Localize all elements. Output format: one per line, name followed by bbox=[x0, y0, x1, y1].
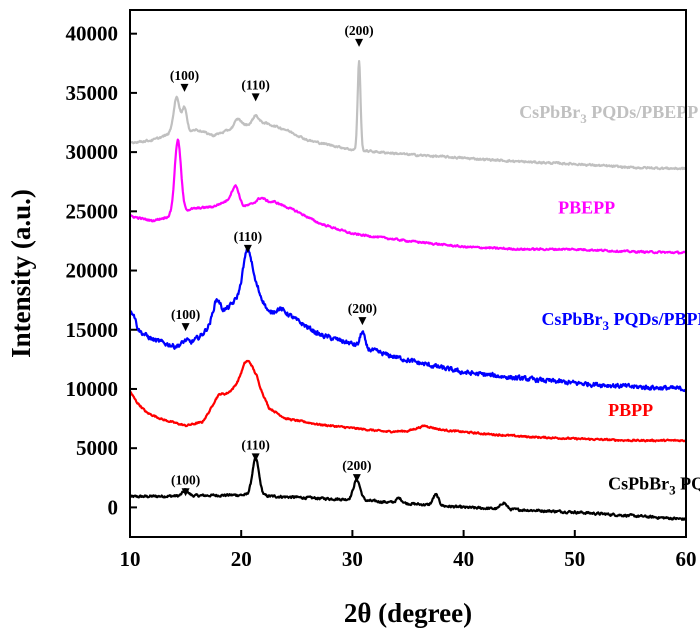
y-tick-label: 5000 bbox=[76, 436, 118, 460]
x-axis-title: 2θ (degree) bbox=[344, 598, 472, 628]
peak-marker-triangle bbox=[355, 38, 364, 47]
peak-label: (200) bbox=[348, 301, 377, 316]
series-label: CsPbBr3 PQDs/PBPP bbox=[541, 309, 700, 333]
y-tick-label: 25000 bbox=[66, 199, 119, 223]
peak-marker-triangle bbox=[243, 244, 252, 253]
x-tick-label: 50 bbox=[564, 547, 585, 571]
peak-label: (110) bbox=[241, 77, 270, 92]
peak-marker-triangle bbox=[180, 83, 189, 92]
x-axis-ticks: 10 20 30 40 50 60 bbox=[120, 530, 697, 571]
peak-marker-triangle bbox=[181, 488, 190, 497]
y-axis-ticks: 0 5000 10000 15000 20000 25000 30000 35000 40000 bbox=[66, 22, 137, 519]
series-layer bbox=[129, 60, 687, 521]
y-tick-label: 20000 bbox=[66, 259, 119, 283]
x-tick-label: 20 bbox=[231, 547, 252, 571]
y-tick-label: 30000 bbox=[66, 140, 119, 164]
peak-marker-triangle bbox=[251, 453, 260, 462]
y-tick-label: 35000 bbox=[66, 81, 119, 105]
peak-marker-triangle bbox=[181, 323, 190, 332]
series-line bbox=[129, 456, 687, 521]
y-tick-label: 10000 bbox=[66, 377, 119, 401]
x-tick-label: 40 bbox=[453, 547, 474, 571]
plot-frame bbox=[129, 9, 687, 538]
series-label: PBEPP bbox=[558, 198, 615, 218]
peak-label: (110) bbox=[241, 437, 270, 452]
series-label: CsPbBr3 PQDs/PBEPP bbox=[519, 102, 698, 126]
peak-annotations: (100) (110) (200) (100) (110) (200) (100) (110)… bbox=[170, 23, 377, 497]
x-tick-label: 60 bbox=[676, 547, 697, 571]
y-tick-label: 40000 bbox=[66, 22, 119, 46]
peak-label: (100) bbox=[171, 307, 200, 322]
series-label: CsPbBr3 PQDs bbox=[608, 474, 700, 498]
y-axis-title: Intensity (a.u.) bbox=[6, 189, 36, 358]
x-tick-label: 30 bbox=[342, 547, 363, 571]
peak-label: (100) bbox=[170, 68, 199, 83]
peak-label: (110) bbox=[234, 229, 263, 244]
series-line bbox=[129, 138, 687, 255]
peak-marker-triangle bbox=[352, 474, 361, 483]
x-tick-label: 10 bbox=[120, 547, 141, 571]
series-line bbox=[129, 247, 687, 393]
series-line bbox=[129, 60, 687, 171]
peak-marker-triangle bbox=[358, 317, 367, 326]
series-labels: CsPbBr3 PQDs PBPP CsPbBr3 PQDs/PBPP PBEPP Cs… bbox=[519, 102, 700, 498]
peak-label: (100) bbox=[171, 472, 200, 487]
peak-marker-triangle bbox=[251, 93, 260, 102]
y-tick-label: 15000 bbox=[66, 318, 119, 342]
peak-label: (200) bbox=[342, 458, 371, 473]
y-tick-label: 0 bbox=[108, 495, 119, 519]
series-label: PBPP bbox=[608, 400, 653, 420]
peak-label: (200) bbox=[344, 23, 373, 38]
series-line bbox=[129, 359, 687, 443]
